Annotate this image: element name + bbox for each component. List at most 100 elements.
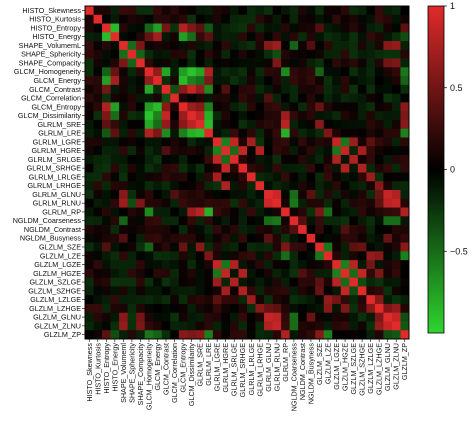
heatmap-cell xyxy=(332,137,342,147)
heatmap-cell xyxy=(281,102,290,112)
heatmap-cell xyxy=(119,242,128,252)
heatmap-cell xyxy=(221,111,231,121)
heatmap-cell xyxy=(178,242,188,252)
heatmap-cell xyxy=(315,41,325,51)
heatmap-cell xyxy=(153,225,163,235)
heatmap-cell xyxy=(264,111,273,121)
heatmap-cell xyxy=(85,84,94,94)
heatmap-cell xyxy=(161,207,171,217)
heatmap-cell xyxy=(110,190,120,200)
heatmap-cell xyxy=(272,14,282,24)
heatmap-cell xyxy=(357,181,367,191)
heatmap-cell xyxy=(127,128,137,138)
heatmap-cell xyxy=(178,146,188,156)
heatmap-cell xyxy=(272,84,282,94)
heatmap-cell xyxy=(264,268,273,278)
heatmap-cell xyxy=(264,84,273,94)
heatmap-cell xyxy=(110,330,120,340)
heatmap-cell xyxy=(144,321,154,331)
heatmap-cell xyxy=(391,330,401,340)
y-tick-label: GLCM_Correlation xyxy=(21,94,81,103)
heatmap-cell xyxy=(340,41,350,51)
x-tick-label: GLRLM_SRLGE xyxy=(230,343,239,396)
heatmap-cell xyxy=(204,146,214,156)
heatmap-cell xyxy=(110,23,120,33)
x-tick-label: GLCM_Entropy xyxy=(179,343,188,393)
heatmap-cell xyxy=(400,233,410,243)
heatmap-cell xyxy=(238,58,248,68)
heatmap-cell xyxy=(306,295,316,305)
heatmap-cell xyxy=(255,286,265,296)
heatmap-cell xyxy=(323,207,333,217)
heatmap-cell xyxy=(195,295,205,305)
heatmap-cell xyxy=(195,76,205,86)
heatmap-cell xyxy=(306,14,316,24)
heatmap-cell xyxy=(204,41,214,51)
heatmap-cell xyxy=(229,84,239,94)
heatmap-cell xyxy=(144,154,154,165)
heatmap-cell xyxy=(366,321,376,331)
heatmap-cell xyxy=(221,242,231,252)
heatmap-cell xyxy=(178,102,188,112)
heatmap-cell xyxy=(315,286,325,296)
heatmap-cell xyxy=(383,23,393,33)
heatmap-cell xyxy=(161,58,171,68)
heatmap-cell xyxy=(178,198,188,208)
heatmap-cell xyxy=(85,286,94,296)
heatmap-cell xyxy=(119,233,128,243)
heatmap-cell xyxy=(247,172,256,182)
heatmap-cell xyxy=(306,190,316,200)
heatmap-cell xyxy=(102,242,111,252)
heatmap-cell xyxy=(102,190,111,200)
heatmap-cell xyxy=(315,181,325,191)
heatmap-cell xyxy=(195,242,205,252)
heatmap-cell xyxy=(306,216,316,226)
heatmap-cell xyxy=(153,154,163,165)
heatmap-cell xyxy=(144,303,154,314)
heatmap-cell xyxy=(289,260,299,270)
heatmap-cell xyxy=(212,216,222,226)
heatmap-cell xyxy=(315,93,325,103)
heatmap-cell xyxy=(221,277,231,287)
heatmap-cell xyxy=(93,198,103,208)
heatmap-cell xyxy=(127,312,137,322)
heatmap-cell xyxy=(383,93,393,103)
heatmap-cell xyxy=(136,128,146,138)
heatmap-cell xyxy=(306,93,316,103)
y-tick-label: HISTO_Skewness xyxy=(22,6,81,15)
heatmap-cell xyxy=(204,111,214,121)
heatmap-cell xyxy=(255,207,265,217)
heatmap-cell xyxy=(315,251,325,261)
heatmap-cell xyxy=(383,154,393,165)
x-tick-label: GLRLM_LRLGE xyxy=(247,343,256,396)
heatmap-cell xyxy=(255,242,265,252)
heatmap-cell xyxy=(204,137,214,147)
heatmap-cell xyxy=(102,260,111,270)
heatmap-cell xyxy=(255,225,265,235)
heatmap-cell xyxy=(247,242,256,252)
heatmap-cell xyxy=(298,67,308,77)
heatmap-cell xyxy=(85,67,94,77)
heatmap-cell xyxy=(136,216,146,226)
heatmap-cell xyxy=(136,260,146,270)
heatmap-cell xyxy=(306,286,316,296)
heatmap-cell xyxy=(289,14,299,24)
heatmap-cell xyxy=(119,58,128,68)
heatmap-cell xyxy=(85,163,94,173)
heatmap-cell xyxy=(264,181,273,191)
heatmap-cell xyxy=(323,251,333,261)
heatmap-cell xyxy=(204,172,214,182)
x-tick-label: HISTO_Entropy xyxy=(102,343,111,394)
heatmap-cell xyxy=(110,6,120,16)
heatmap-cell xyxy=(212,67,222,77)
heatmap-cell xyxy=(391,102,401,112)
heatmap-cell xyxy=(298,93,308,103)
heatmap-cell xyxy=(340,93,350,103)
heatmap-cell xyxy=(306,58,316,68)
heatmap-cell xyxy=(195,102,205,112)
heatmap-cell xyxy=(383,32,393,42)
heatmap-cell xyxy=(289,225,299,235)
heatmap-cell xyxy=(221,198,231,208)
heatmap-cell xyxy=(281,49,290,59)
heatmap-cell xyxy=(229,137,239,147)
